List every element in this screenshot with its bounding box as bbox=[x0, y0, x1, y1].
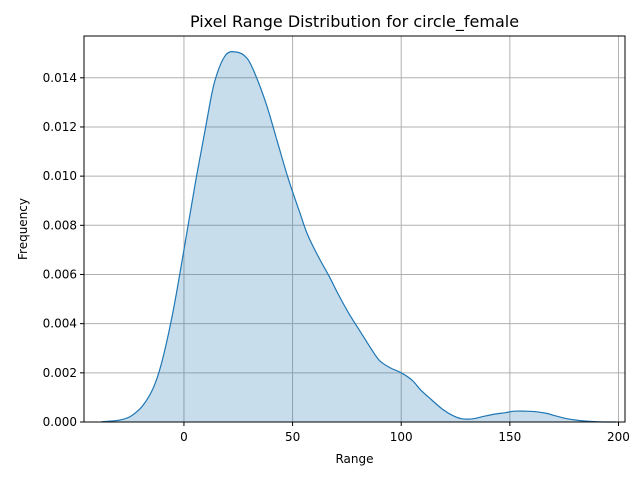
x-axis-label: Range bbox=[335, 452, 373, 466]
y-tick-label: 0.008 bbox=[43, 218, 77, 232]
y-tick-label: 0.004 bbox=[43, 317, 77, 331]
y-tick-label: 0.014 bbox=[43, 71, 77, 85]
chart-title: Pixel Range Distribution for circle_fema… bbox=[190, 12, 519, 32]
x-tick-label: 0 bbox=[180, 430, 188, 444]
x-tick-label: 100 bbox=[390, 430, 413, 444]
density-curve-line bbox=[101, 51, 617, 423]
plot-frame bbox=[83, 35, 626, 423]
density-area-fill bbox=[101, 51, 617, 422]
x-tick-label: 150 bbox=[498, 430, 521, 444]
y-tick-label: 0.002 bbox=[43, 366, 77, 380]
y-tick-label: 0.012 bbox=[43, 120, 77, 134]
axis-ticks: 0 50 100 150 200 0.000 0.002 0.004 0.006 0.008 0.0… bbox=[43, 71, 630, 444]
y-tick-label: 0.010 bbox=[43, 169, 77, 183]
y-tick-label: 0.000 bbox=[43, 415, 77, 429]
y-axis-label: Frequency bbox=[16, 198, 30, 260]
x-tick-label: 50 bbox=[285, 430, 300, 444]
x-tick-label: 200 bbox=[607, 430, 630, 444]
y-tick-label: 0.006 bbox=[43, 267, 77, 281]
